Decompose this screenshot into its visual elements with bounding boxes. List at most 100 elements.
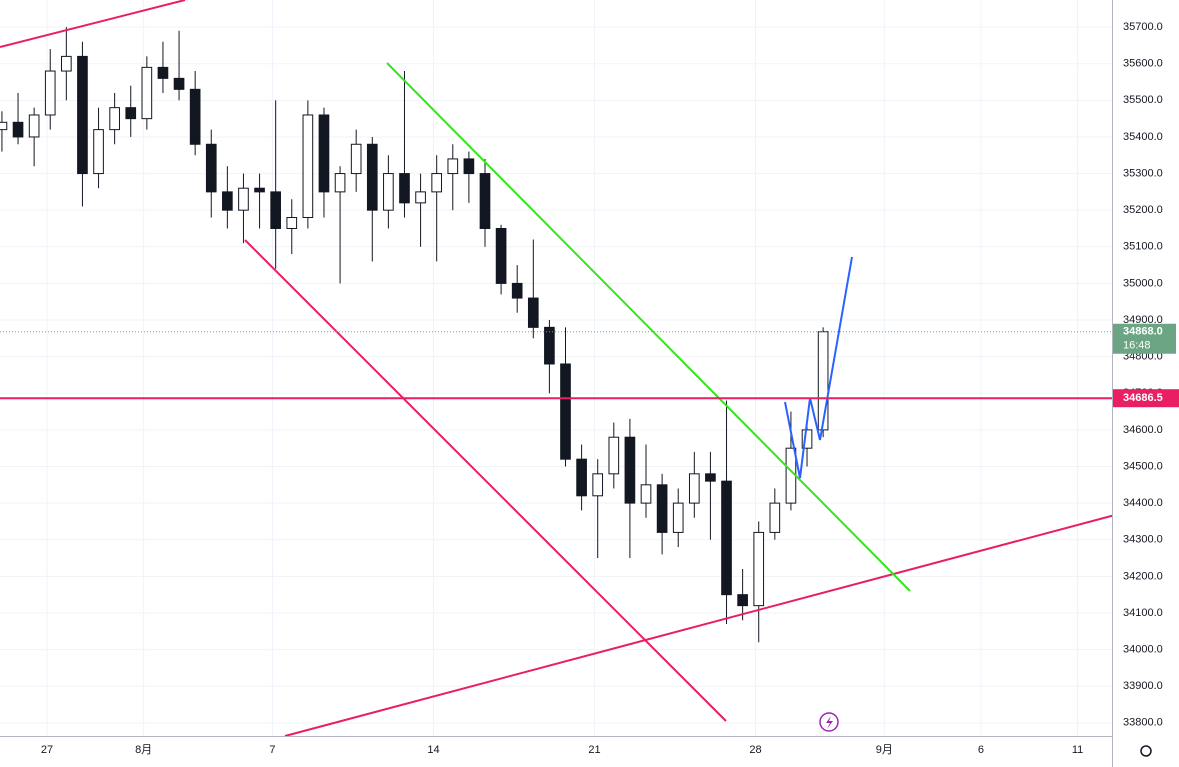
price-axis [1112, 0, 1179, 767]
gear [1140, 745, 1152, 757]
candle-body [737, 594, 748, 607]
candle-body [576, 458, 587, 497]
x-tick-label: 8月 [135, 744, 152, 756]
candle-body [705, 473, 716, 482]
candle-body [672, 502, 684, 533]
y-tick-label: 35400.0 [1123, 131, 1163, 143]
candle-body [93, 129, 104, 175]
x-tick-label: 11 [1072, 744, 1083, 756]
candle-body [753, 531, 765, 607]
y-tick-label: 34200.0 [1123, 570, 1163, 582]
candle-body [479, 173, 491, 229]
candle-body [302, 114, 314, 219]
y-tick-label: 35700.0 [1123, 21, 1163, 33]
y-tick-label: 34600.0 [1123, 424, 1163, 436]
trendline [244, 239, 727, 722]
candle-body [205, 143, 217, 193]
settings-icon[interactable] [1140, 745, 1152, 757]
y-tick-label: 35500.0 [1123, 94, 1163, 106]
candle-body [656, 484, 668, 533]
candle-body [721, 480, 732, 596]
y-tick-label: 34000.0 [1123, 643, 1163, 655]
candle-body [592, 473, 604, 497]
candle-body [141, 66, 153, 120]
candle-body [238, 187, 249, 211]
candle-body [495, 227, 507, 284]
candle-body [447, 158, 459, 175]
candle-body [157, 66, 169, 79]
candle-body [431, 173, 443, 193]
candle-body [44, 70, 56, 116]
candle-body [222, 191, 233, 211]
candle-body [77, 55, 88, 175]
x-tick-label: 9月 [876, 744, 893, 756]
x-tick-label: 27 [41, 744, 53, 756]
countdown-label: 16:48 [1123, 340, 1151, 352]
axis-labels: 33800.0 33900.0 34000.0 34100.0 34200.0 34300… [41, 21, 1163, 756]
candle-body [350, 143, 362, 175]
candle-body [318, 114, 330, 193]
candle-body [608, 436, 620, 475]
candle-body [399, 173, 410, 204]
candles [0, 27, 829, 643]
candle-body [109, 107, 120, 131]
candle-body [511, 282, 523, 299]
candle-body [61, 55, 72, 72]
candle-body [270, 191, 281, 229]
x-tick-label: 21 [588, 744, 600, 756]
trendline [0, 0, 186, 48]
candle-body [769, 502, 781, 533]
last-price-bg [1113, 323, 1176, 354]
hline-label-bg [1113, 389, 1179, 408]
y-tick-label: 35200.0 [1123, 204, 1163, 216]
candle-body [801, 429, 813, 449]
y-tick-label: 35600.0 [1123, 58, 1163, 70]
y-tick-label: 34100.0 [1123, 607, 1163, 619]
candle-body [286, 217, 298, 229]
y-tick-label: 34900.0 [1123, 314, 1163, 326]
candle-body [817, 331, 829, 431]
candle-body [560, 363, 571, 460]
candle-body [415, 191, 426, 204]
candle-body [189, 88, 201, 145]
trendline [386, 62, 911, 592]
last-price-label: 34868.0 [1123, 326, 1163, 338]
icon-bolt [826, 716, 833, 729]
candle-body [544, 326, 555, 365]
y-tick-label: 35000.0 [1123, 277, 1163, 289]
y-tick-label: 33900.0 [1123, 680, 1163, 692]
trendline [284, 514, 1116, 737]
candle-body [173, 77, 185, 90]
x-tick-label: 6 [978, 744, 984, 756]
candle-body [640, 484, 652, 504]
candle-body [624, 436, 636, 504]
candle-body [366, 143, 378, 211]
x-tick-label: 7 [269, 744, 275, 756]
drawings [0, 0, 1116, 737]
candle-body [785, 447, 797, 504]
candle-body [125, 107, 137, 120]
candle-body [334, 173, 346, 193]
time-axis [0, 736, 1112, 767]
x-tick-label: 14 [427, 744, 439, 756]
candle-body [12, 121, 24, 138]
y-tick-label: 34300.0 [1123, 534, 1163, 546]
candle-body [463, 158, 475, 175]
y-tick-label: 35300.0 [1123, 167, 1163, 179]
candle-body [254, 187, 265, 193]
y-tick-label: 34500.0 [1123, 460, 1163, 472]
lightning-icon[interactable] [819, 712, 839, 732]
y-tick-label: 34400.0 [1123, 497, 1163, 509]
candle-body [28, 114, 40, 138]
grid [0, 0, 1112, 736]
y-tick-label: 35100.0 [1123, 241, 1163, 253]
candle-body [0, 121, 8, 131]
y-tick-label: 33800.0 [1123, 717, 1163, 729]
hline-label: 34686.5 [1123, 392, 1163, 404]
x-tick-label: 28 [749, 744, 761, 756]
candle-body [527, 297, 539, 328]
candle-body [688, 473, 700, 504]
candle-body [383, 173, 394, 211]
